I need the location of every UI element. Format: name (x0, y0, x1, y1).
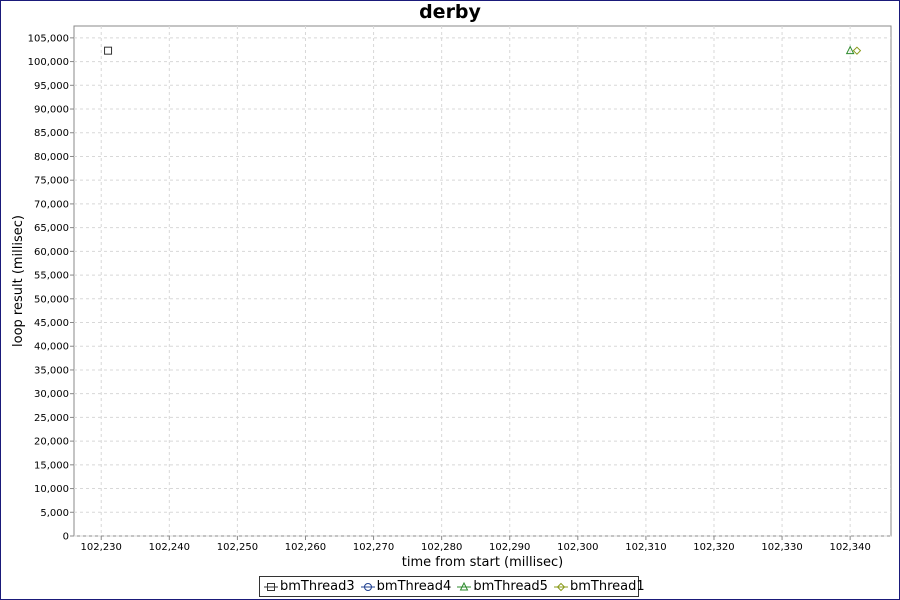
y-tick-label: 95,000 (34, 81, 69, 92)
data-point-bmThread1 (852, 46, 862, 55)
x-tick-label: 102,330 (761, 542, 802, 553)
legend-item-bmThread1: bmThread1 (553, 579, 645, 594)
x-axis: 102,230 102,240 102,250 102,260 102,270 102,2… (81, 536, 871, 553)
y-tick-label: 100,000 (28, 57, 69, 68)
x-tick-label: 102,320 (693, 542, 734, 553)
x-tick-label: 102,270 (353, 542, 394, 553)
y-tick-label: 25,000 (34, 413, 69, 424)
legend-marker-triangle-icon (460, 581, 469, 590)
legend-swatch-icon (360, 582, 375, 591)
x-tick-label: 102,290 (489, 542, 530, 553)
plot-area (73, 25, 892, 537)
legend-item-bmThread3: bmThread3 (264, 579, 355, 594)
legend-marker-circle-icon (363, 582, 372, 591)
y-tick-label: 40,000 (34, 342, 69, 353)
y-tick-label: 30,000 (34, 389, 69, 400)
y-tick-label: 55,000 (34, 271, 69, 282)
y-tick-label: 105,000 (28, 33, 69, 44)
chart-title: derby (419, 1, 481, 23)
y-tick-label: 20,000 (34, 437, 69, 448)
legend-swatch-icon (457, 581, 472, 590)
y-tick-label: 65,000 (34, 223, 69, 234)
x-tick-label: 102,260 (285, 542, 326, 553)
x-tick-label: 102,240 (149, 542, 190, 553)
legend-label: bmThread5 (473, 579, 548, 594)
x-tick-label: 102,230 (81, 542, 122, 553)
y-tick-label: 90,000 (34, 105, 69, 116)
legend-marker-diamond-icon (556, 582, 566, 591)
legend-label: bmThread1 (569, 579, 645, 594)
y-tick-label: 70,000 (34, 199, 69, 210)
data-point-bmThread5 (845, 45, 855, 55)
y-tick-label: 75,000 (34, 176, 69, 187)
y-tick-label: 10,000 (34, 484, 69, 495)
chart-legend: bmThread3 bmThread4 bmThread5 bmThread1 (259, 576, 645, 597)
x-tick-label: 102,280 (421, 542, 462, 553)
legend-label: bmThread4 (376, 579, 452, 594)
y-tick-label: 0 (63, 532, 69, 543)
legend-swatch-icon (264, 582, 278, 591)
y-tick-label: 60,000 (34, 247, 69, 258)
y-axis: 0 5,000 10,000 15,000 20,000 25,000 30,000 35,0… (28, 33, 74, 543)
x-tick-label: 102,310 (625, 542, 666, 553)
y-tick-label: 85,000 (34, 128, 69, 139)
y-tick-label: 45,000 (34, 318, 69, 329)
y-tick-label: 35,000 (34, 365, 69, 376)
x-tick-label: 102,340 (829, 542, 870, 553)
legend-swatch-icon (553, 582, 568, 591)
y-axis-label: loop result (millisec) (11, 215, 26, 347)
y-tick-label: 15,000 (34, 460, 69, 471)
y-tick-label: 5,000 (40, 508, 69, 519)
legend-marker-square-icon (267, 582, 275, 591)
x-tick-label: 102,250 (217, 542, 258, 553)
legend-label: bmThread3 (280, 579, 355, 594)
y-tick-label: 50,000 (34, 294, 69, 305)
data-points (104, 45, 862, 55)
x-tick-label: 102,300 (557, 542, 598, 553)
legend-item-bmThread4: bmThread4 (360, 579, 452, 594)
x-axis-label: time from start (millisec) (402, 555, 563, 570)
legend-item-bmThread5: bmThread5 (457, 579, 548, 594)
grid-lines (74, 26, 891, 537)
y-tick-label: 80,000 (34, 152, 69, 163)
data-point-bmThread3 (104, 46, 113, 55)
